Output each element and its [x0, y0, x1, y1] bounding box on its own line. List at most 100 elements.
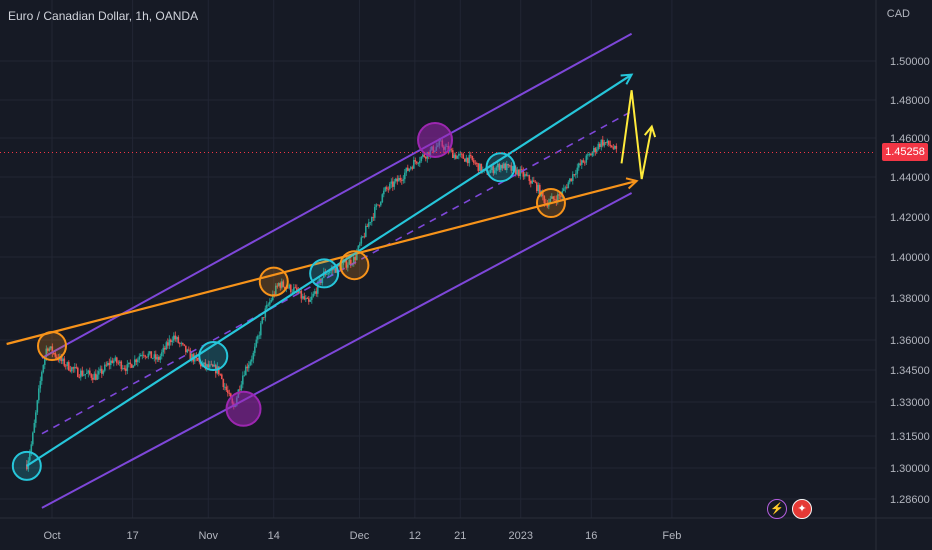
candle-body — [71, 367, 73, 372]
candle-body — [329, 271, 331, 273]
candle-body — [311, 296, 313, 300]
candle-body — [470, 155, 472, 156]
candle-body — [600, 139, 603, 148]
candle-body — [506, 164, 508, 171]
touch-point-purple — [417, 121, 454, 158]
candle-body — [273, 293, 276, 296]
candle-body — [519, 169, 522, 177]
candle-body — [80, 370, 82, 378]
candle-body — [423, 154, 426, 158]
candle-body — [416, 161, 418, 164]
candle-body — [39, 380, 42, 389]
candle-body — [167, 342, 169, 346]
candle-body — [510, 165, 513, 171]
candle-body — [536, 182, 538, 192]
candle-body — [450, 149, 453, 151]
candle-body — [101, 368, 103, 374]
candle-body — [36, 400, 39, 413]
candle-body — [603, 142, 606, 146]
candle-body — [569, 178, 571, 183]
candle-body — [302, 296, 304, 299]
candle-body — [408, 168, 411, 171]
candle-body — [284, 286, 286, 290]
candle-body — [134, 359, 136, 366]
x-tick-label: Dec — [350, 530, 370, 542]
candle-body — [606, 140, 609, 144]
x-tick-label: 17 — [127, 530, 139, 542]
candle-body — [48, 348, 51, 351]
candle-body — [290, 284, 292, 293]
candle-body — [590, 154, 592, 156]
candle-body — [572, 174, 574, 181]
candle-body — [113, 360, 115, 363]
candle-body — [372, 217, 375, 218]
candle-body — [477, 163, 480, 171]
candle-body — [365, 225, 367, 237]
candle-body — [315, 291, 318, 294]
candle-body — [585, 155, 588, 163]
lightning-icon[interactable]: ⚡ — [767, 499, 787, 519]
candle-body — [120, 361, 123, 369]
candle-body — [588, 154, 591, 156]
candle-body — [141, 354, 144, 356]
candle-body — [522, 170, 525, 177]
candle-body — [74, 366, 76, 369]
candle-body — [69, 370, 72, 372]
candle-body — [459, 153, 462, 155]
candle-body — [186, 349, 189, 353]
candle-body — [83, 374, 85, 376]
candle-body — [386, 187, 388, 189]
touch-point-cyan — [309, 258, 340, 289]
candle-body — [332, 269, 334, 271]
candle-body — [138, 356, 141, 360]
last-price-tag: 1.45258 — [882, 143, 928, 161]
candle-body — [489, 170, 492, 174]
candle-body — [480, 163, 483, 172]
candle-body — [242, 375, 244, 385]
candle-body — [356, 251, 358, 260]
candle-body — [317, 281, 319, 294]
candle-body — [366, 225, 369, 227]
candle-body — [353, 256, 355, 264]
candle-body — [212, 364, 214, 367]
candle-body — [521, 169, 523, 171]
candle-body — [309, 299, 312, 302]
candle-body — [363, 236, 366, 238]
candle-body — [257, 336, 259, 340]
canada-flag-icon[interactable]: ✦ — [792, 499, 812, 519]
y-tick-label: 1.38000 — [890, 293, 930, 305]
candle-body — [35, 412, 37, 423]
candle-body — [509, 165, 511, 167]
candle-body — [42, 364, 45, 373]
candle-body — [515, 167, 517, 175]
candle-body — [81, 370, 84, 376]
candle-body — [384, 187, 387, 191]
candle-body — [126, 364, 129, 371]
candle-body — [173, 335, 175, 341]
candle-body — [597, 143, 600, 150]
candle-body — [104, 364, 106, 371]
x-tick-label: 2023 — [508, 530, 532, 542]
x-tick-label: Nov — [198, 530, 218, 542]
candle-body — [261, 317, 264, 324]
candle-body — [251, 359, 253, 362]
candle-body — [582, 160, 585, 163]
candle-body — [594, 148, 597, 153]
y-tick-label: 1.30000 — [890, 463, 930, 475]
chart-title: Euro / Canadian Dollar, 1h, OANDA — [8, 9, 199, 23]
candle-body — [45, 348, 48, 357]
candle-body — [114, 357, 117, 361]
candle-body — [552, 196, 555, 199]
candle-body — [518, 169, 520, 177]
orange-trendline-arrow — [625, 177, 639, 190]
candle-body — [258, 335, 261, 337]
candle-body — [368, 222, 370, 227]
candle-body — [51, 346, 54, 354]
cyan-trendline-arrow — [620, 73, 634, 85]
candle-body — [144, 355, 147, 357]
candle-body — [467, 157, 469, 164]
candle-body — [272, 293, 274, 301]
candle-body — [516, 169, 519, 175]
candle-body — [575, 173, 577, 175]
